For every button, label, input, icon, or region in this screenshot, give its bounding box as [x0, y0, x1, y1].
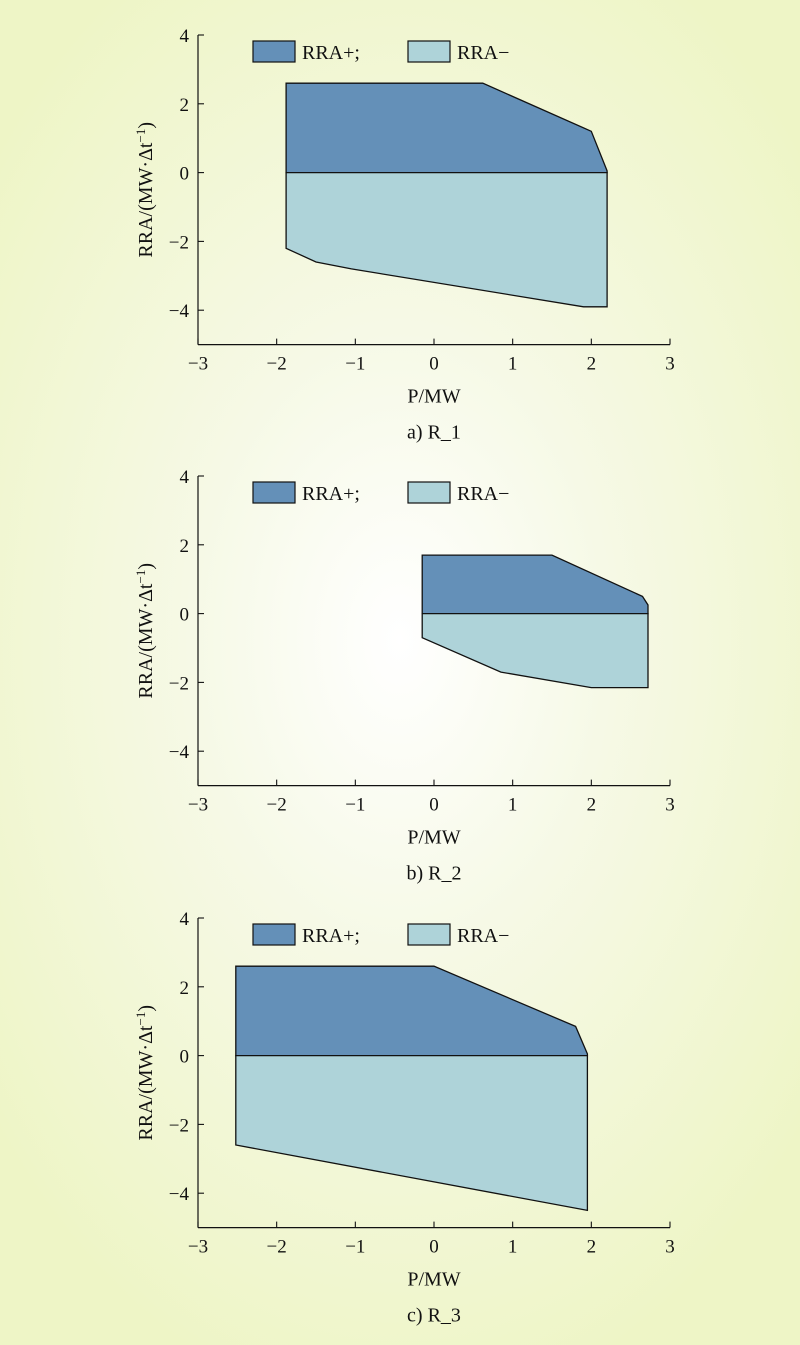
region-rra-minus — [421, 612, 649, 689]
x-tick-label: −1 — [345, 1237, 365, 1258]
x-tick-label: −2 — [267, 1237, 287, 1258]
legend-swatch-rra-plus — [252, 923, 296, 946]
x-axis-label: P/MW — [407, 386, 460, 408]
panel-caption: c) R_3 — [407, 1305, 461, 1327]
x-axis-label: P/MW — [407, 1269, 460, 1291]
y-tick-label: 0 — [180, 605, 190, 626]
x-tick-label: 2 — [587, 1237, 597, 1258]
x-tick-label: −1 — [345, 354, 365, 375]
x-tick-label: −3 — [188, 1237, 208, 1258]
region-rra-plus — [285, 82, 608, 174]
x-tick-label: 0 — [429, 795, 439, 816]
legend-label-rra-plus: RRA+; — [302, 42, 360, 64]
legend-label-rra-plus: RRA+; — [302, 925, 360, 947]
x-tick-label: 2 — [587, 354, 597, 375]
x-tick-label: 1 — [508, 795, 518, 816]
y-tick-label: −4 — [169, 742, 190, 763]
y-axis-label: RRA/(MW·Δt−1) — [133, 122, 158, 258]
x-tick-label: 3 — [665, 795, 675, 816]
x-tick-label: −3 — [188, 795, 208, 816]
legend-swatch-rra-plus — [252, 481, 296, 504]
panel-caption: a) R_1 — [407, 422, 461, 444]
y-tick-label: 2 — [180, 978, 190, 999]
x-tick-label: 1 — [508, 1237, 518, 1258]
x-tick-label: 0 — [429, 354, 439, 375]
y-tick-label: 4 — [180, 26, 190, 47]
x-axis-label: P/MW — [407, 827, 460, 849]
legend-label-rra-minus: RRA− — [457, 42, 509, 64]
x-tick-label: 3 — [665, 1237, 675, 1258]
legend-swatch-rra-minus — [407, 481, 451, 504]
x-tick-label: 1 — [508, 354, 518, 375]
legend-swatch-rra-minus — [407, 40, 451, 63]
y-axis-label: RRA/(MW·Δt−1) — [133, 1005, 158, 1141]
chart-panel-2: −3 −2 −1 0 1 2 3 4 2 0 −2 −4 P/MW RRA/(MW·Δt−1) RRA+; R… — [133, 467, 675, 885]
x-tick-label: 0 — [429, 1237, 439, 1258]
legend-label-rra-minus: RRA− — [457, 483, 509, 505]
x-tick-label: 2 — [587, 795, 597, 816]
chart-panel-3: −3 −2 −1 0 1 2 3 4 2 0 −2 −4 P/MW RRA/(MW·Δt−1) RRA+; R… — [133, 909, 675, 1327]
x-tick-label: −2 — [267, 795, 287, 816]
region-rra-plus — [421, 554, 649, 615]
y-tick-label: −4 — [169, 301, 190, 322]
y-tick-label: 4 — [180, 467, 190, 488]
x-tick-label: 3 — [665, 354, 675, 375]
y-tick-label: 0 — [180, 1047, 190, 1068]
legend-swatch-rra-plus — [252, 40, 296, 63]
region-rra-minus — [235, 1054, 589, 1212]
y-tick-label: 2 — [180, 95, 190, 116]
region-rra-plus — [235, 965, 589, 1057]
y-tick-label: 2 — [180, 536, 190, 557]
y-tick-label: −4 — [169, 1184, 190, 1205]
legend-label-rra-minus: RRA− — [457, 925, 509, 947]
y-tick-label: −2 — [169, 673, 189, 694]
y-tick-label: −2 — [169, 1115, 189, 1136]
y-axis-label: RRA/(MW·Δt−1) — [133, 563, 158, 699]
legend-swatch-rra-minus — [407, 923, 451, 946]
x-tick-label: −1 — [345, 795, 365, 816]
x-tick-label: −2 — [267, 354, 287, 375]
legend-label-rra-plus: RRA+; — [302, 483, 360, 505]
y-tick-label: 4 — [180, 909, 190, 930]
region-rra-minus — [285, 171, 608, 308]
y-tick-label: 0 — [180, 164, 190, 185]
panel-caption: b) R_2 — [407, 863, 462, 885]
x-tick-label: −3 — [188, 354, 208, 375]
chart-panel-1: −3 −2 −1 0 1 2 3 4 2 0 −2 −4 P/MW RRA/(MW·Δt−1) RRA+; R… — [133, 26, 675, 444]
y-tick-label: −2 — [169, 232, 189, 253]
